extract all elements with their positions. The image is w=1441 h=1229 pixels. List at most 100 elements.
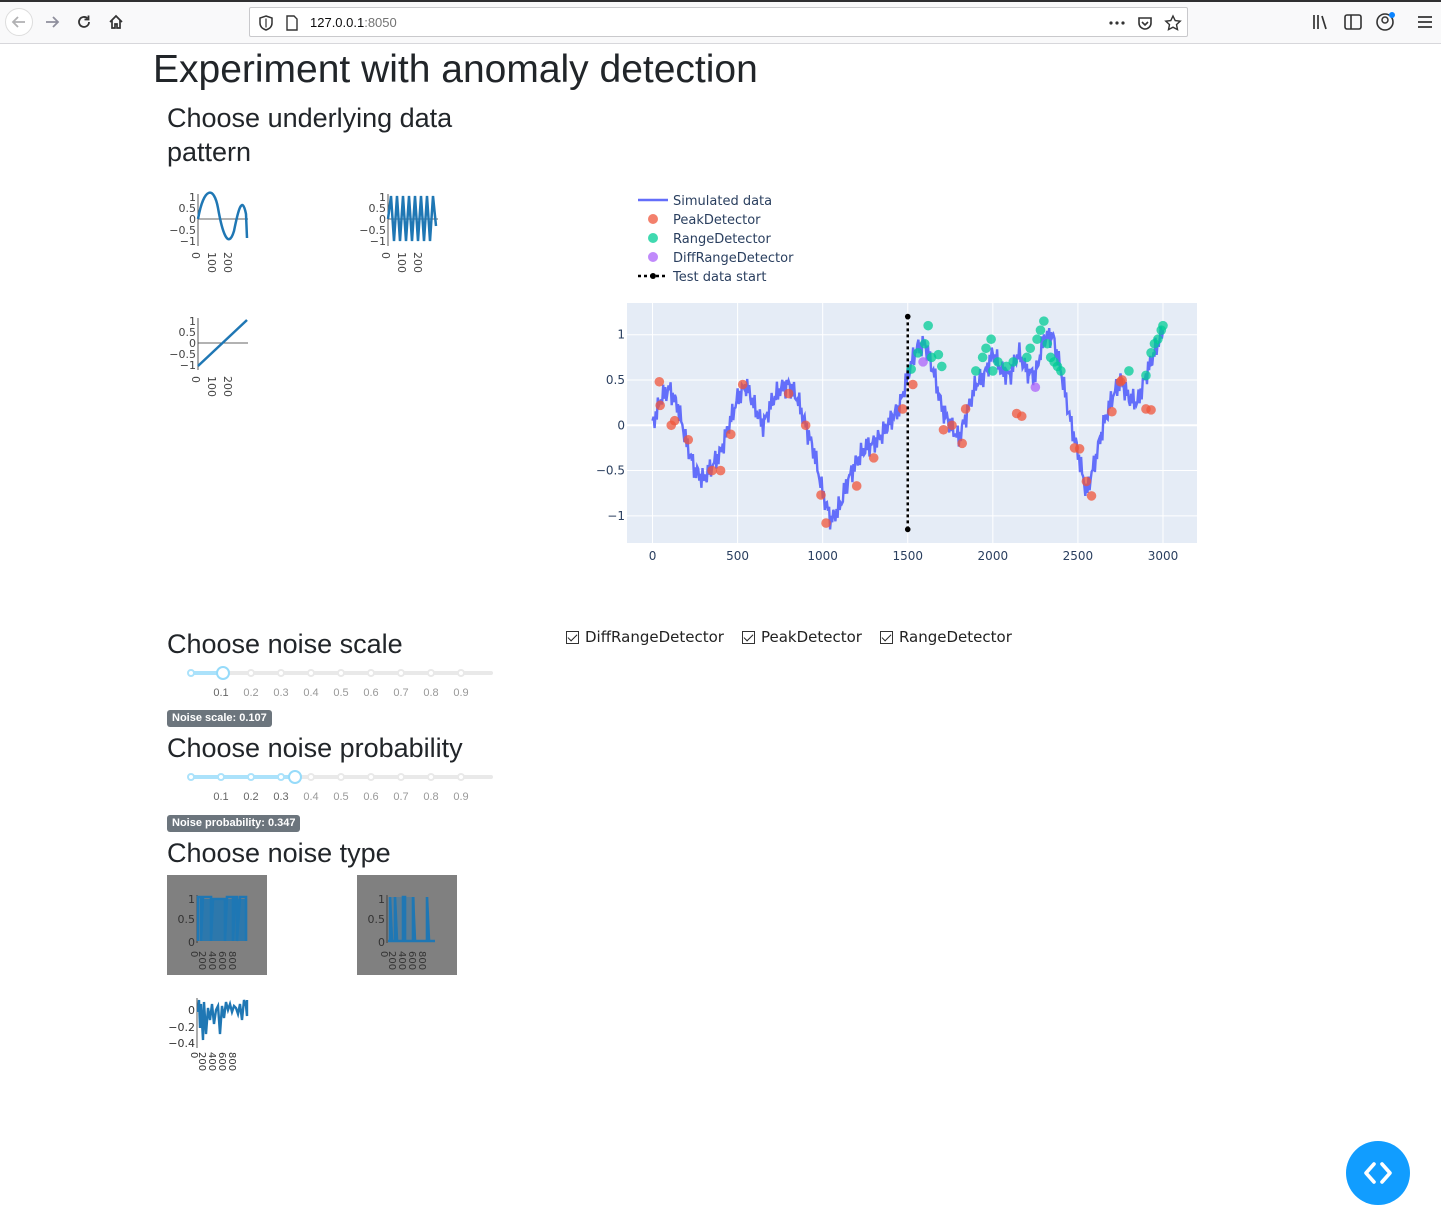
x-tick-label: 3000 [1148, 549, 1179, 563]
range-point [1032, 334, 1042, 345]
noise-thumb-negative[interactable]: 0 −0.2 −0.4 0 200 400 600 800 [167, 990, 267, 1090]
library-icon[interactable] [1311, 12, 1331, 32]
slider-step-dot[interactable] [397, 773, 405, 781]
legend-item-test-start[interactable]: Test data start [638, 270, 766, 285]
slider-mark-label[interactable]: 0.4 [303, 687, 319, 699]
checkbox-checked-icon[interactable] [741, 630, 755, 644]
account-icon[interactable] [1375, 12, 1395, 32]
slider-step-dot[interactable] [277, 669, 285, 677]
legend-item-diffrange[interactable]: DiffRangeDetector [648, 251, 794, 266]
reload-button[interactable] [70, 8, 98, 36]
checkbox-checked-icon[interactable] [879, 630, 893, 644]
noise-thumb-uniform[interactable]: 1 0.5 0 0 200 400 600 800 [167, 875, 267, 975]
more-actions-icon[interactable] [1108, 14, 1126, 32]
peak-point [1086, 491, 1097, 501]
peak-point [851, 481, 862, 491]
noise-thumb-sparse[interactable]: 1 0.5 0 0 200 400 600 800 [357, 875, 457, 975]
slider-mark-label[interactable]: 0.9 [453, 687, 469, 699]
pattern-thumb-sine-slow[interactable]: 1 0.5 0 −0.5 −1 0 100 200 [160, 186, 260, 286]
slider-step-dot[interactable] [367, 669, 375, 677]
slider-step-dot[interactable] [457, 773, 465, 781]
slider-track[interactable] [191, 671, 224, 675]
slider-step-dot[interactable] [307, 773, 315, 781]
svg-text:200: 200 [386, 951, 397, 970]
sidebar-icon[interactable] [1343, 12, 1363, 32]
slider-step-dot[interactable] [247, 669, 255, 677]
peak-point [1074, 444, 1085, 454]
chart-legend[interactable]: Simulated data PeakDetector RangeDetecto… [638, 194, 794, 285]
svg-text:200: 200 [196, 1052, 207, 1071]
dash-debug-button[interactable] [1346, 1141, 1410, 1205]
svg-text:1: 1 [188, 893, 195, 906]
slider-mark-label[interactable]: 0.1 [213, 791, 229, 803]
slider-mark-label[interactable]: 0.5 [333, 687, 349, 699]
pocket-icon[interactable] [1136, 14, 1154, 32]
home-button[interactable] [102, 8, 130, 36]
slider-step-dot[interactable] [427, 773, 435, 781]
checkbox-peak[interactable]: PeakDetector [741, 628, 862, 646]
slider-step-dot[interactable] [307, 669, 315, 677]
menu-icon[interactable] [1415, 12, 1435, 32]
pattern-thumb-sine-fast[interactable]: 1 0.5 0 −0.5 −1 0 100 200 [350, 186, 450, 286]
slider-mark-label[interactable]: 0.7 [393, 791, 409, 803]
slider-mark-label[interactable]: 0.8 [423, 687, 439, 699]
slider-step-dot[interactable] [187, 773, 195, 781]
svg-text:Simulated data: Simulated data [673, 194, 772, 209]
slider-step-dot[interactable] [337, 773, 345, 781]
slider-mark-label[interactable]: 0.4 [303, 791, 319, 803]
legend-item-range[interactable]: RangeDetector [648, 232, 772, 247]
slider-mark-label[interactable]: 0.5 [333, 791, 349, 803]
legend-item-simulated[interactable]: Simulated data [638, 194, 772, 209]
url-text[interactable]: 127.0.0.1:8050 [310, 15, 397, 30]
slider-step-dot[interactable] [187, 669, 195, 677]
slider-handle[interactable] [288, 770, 303, 784]
svg-text:0: 0 [188, 951, 199, 957]
slider-mark-label[interactable]: 0.6 [363, 687, 379, 699]
slider-mark-label[interactable]: 0.1 [213, 687, 229, 699]
legend-item-peak[interactable]: PeakDetector [648, 213, 761, 228]
slider-step-dot[interactable] [217, 773, 225, 781]
slider-track[interactable] [191, 775, 296, 779]
plot-area[interactable] [627, 303, 1197, 543]
bookmark-star-icon[interactable] [1164, 14, 1182, 32]
noise-probability-slider[interactable]: 0.1 0.2 0.3 0.4 0.5 0.6 0.7 0.8 0.9 [187, 768, 493, 808]
slider-mark-label[interactable]: 0.6 [363, 791, 379, 803]
slider-mark-label[interactable]: 0.9 [453, 791, 469, 803]
svg-text:0: 0 [189, 252, 202, 259]
slider-mark-label[interactable]: 0.8 [423, 791, 439, 803]
slider-mark-label[interactable]: 0.2 [243, 687, 259, 699]
noise-scale-slider[interactable]: 0.1 0.2 0.3 0.4 0.5 0.6 0.7 0.8 0.9 [187, 664, 493, 704]
forward-button[interactable] [38, 8, 66, 36]
slider-step-dot[interactable] [427, 669, 435, 677]
svg-text:1: 1 [189, 315, 196, 328]
svg-text:0: 0 [378, 951, 389, 957]
pattern-thumb-linear[interactable]: 1 0.5 0 −0.5 −1 0 100 200 [160, 310, 260, 410]
peak-point [947, 420, 957, 431]
slider-handle[interactable] [216, 666, 231, 680]
slider-step-dot[interactable] [277, 773, 285, 781]
range-point [1022, 352, 1032, 363]
shield-icon[interactable] [257, 14, 275, 32]
slider-mark-label[interactable]: 0.3 [273, 791, 289, 803]
checkbox-diffrange[interactable]: DiffRangeDetector [566, 628, 724, 646]
checkbox-range[interactable]: RangeDetector [879, 628, 1012, 646]
slider-step-dot[interactable] [247, 773, 255, 781]
page-info-icon[interactable] [283, 14, 301, 32]
slider-mark-label[interactable]: 0.3 [273, 687, 289, 699]
svg-text:0: 0 [378, 936, 385, 949]
slider-mark-label[interactable]: 0.7 [393, 687, 409, 699]
slider-step-dot[interactable] [337, 669, 345, 677]
tab-strip-line [0, 0, 1441, 2]
slider-step-dot[interactable] [457, 669, 465, 677]
svg-text:Test data start: Test data start [672, 270, 766, 285]
address-bar[interactable]: 127.0.0.1:8050 [249, 7, 1188, 37]
checkbox-checked-icon[interactable] [566, 630, 579, 644]
back-button[interactable] [5, 8, 33, 36]
slider-step-dot[interactable] [367, 773, 375, 781]
range-point [913, 348, 923, 358]
range-point [993, 357, 1003, 367]
anomaly-chart[interactable]: Simulated data PeakDetector RangeDetecto… [560, 185, 1210, 570]
svg-text:0: 0 [188, 1004, 195, 1017]
slider-step-dot[interactable] [397, 669, 405, 677]
slider-mark-label[interactable]: 0.2 [243, 791, 259, 803]
